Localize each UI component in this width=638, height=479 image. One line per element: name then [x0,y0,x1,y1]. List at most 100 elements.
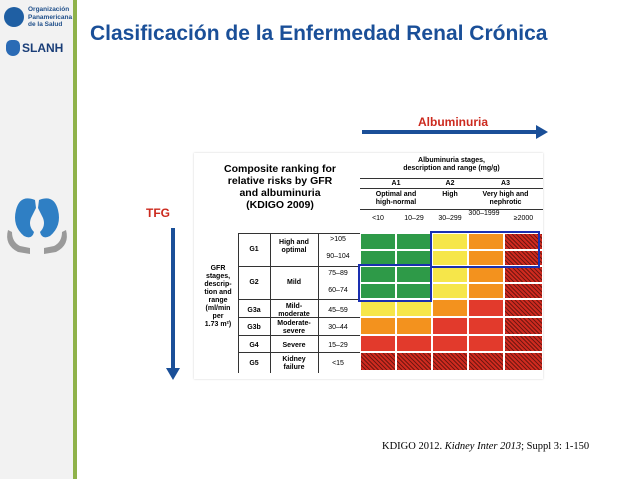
risk-cell-orange [468,266,504,283]
gfr-header-line: tion and [204,289,232,296]
range-a1-low: <10 [372,215,384,222]
kdigo-risk-table: Composite ranking for relative risks by … [194,153,543,379]
risk-cell-red [432,335,468,352]
tfg-arrow-icon [166,228,180,380]
range-a3-high: ≥2000 [513,215,534,222]
globe-icon [4,7,24,27]
citation-journal: Kidney Inter 2013 [444,441,522,452]
risk-cell-orange [360,317,396,335]
risk-cell-orange [468,283,504,299]
stage-desc-line: nephrotic [489,199,522,206]
range-a3-low: 300–1999 [468,210,500,217]
gfr-header-line: (ml/min [205,305,231,312]
gfr-range: <15 [332,360,344,367]
gfr-range: 90–104 [326,253,350,260]
paho-logo: Organización Panamericana de la Salud [4,4,73,34]
risk-cell-green [360,233,396,250]
gfr-desc-g1: High and optimal [279,239,309,254]
risk-cell-yellow [432,283,468,299]
gfr-range: 30–44 [328,324,348,331]
gfr-code-g4: G4 [249,342,259,349]
albuminuria-header-line: description and range (mg/g) [403,165,500,172]
risk-cell-orange [468,233,504,250]
risk-cell-red [468,317,504,335]
risk-cell-red [468,335,504,352]
gfr-desc-g3b: Moderate-severe [277,320,311,335]
stage-desc-line: Optimal and [375,191,417,198]
sidebar-divider [73,0,77,479]
albuminuria-header: Albuminuria stages, description and rang… [360,157,543,173]
risk-cell-hatch [504,283,543,299]
table-title: Composite ranking for relative risks by … [200,163,360,211]
slanh-name: SLANH [22,41,64,55]
range-a1-high: 10–29 [404,215,424,222]
slanh-logo: SLANH [6,38,70,60]
gfr-code-g3b: G3b [247,324,261,331]
risk-cell-yellow [432,266,468,283]
gfr-range: 60–74 [328,287,348,294]
table-title-line: (KDIGO 2009) [246,199,314,211]
risk-cell-red [396,335,432,352]
stage-desc-a1: Optimal and high-normal [360,191,432,207]
slide-title: Clasificación de la Enfermedad Renal Cró… [90,22,548,45]
stage-code-a3: A3 [501,180,510,187]
gfr-code-g3a: G3a [247,307,261,314]
citation-suffix: ; Suppl 3: 1-150 [521,441,590,452]
risk-cell-green [360,266,396,283]
stage-desc-line: Very high and [482,191,529,198]
gfr-range: 75–89 [328,270,348,277]
gfr-range: >105 [330,236,346,243]
kidney-hands-icon [7,198,67,254]
gfr-header-line: range [208,297,228,304]
risk-cell-yellow [396,299,432,317]
risk-cell-hatch [504,352,543,371]
gfr-desc-g2: Mild [287,279,301,286]
risk-cell-hatch [504,250,543,266]
risk-cell-orange [468,250,504,266]
risk-cell-hatch [396,352,432,371]
gfr-header-line: stages, [205,273,231,280]
stage-desc-a2: High [442,191,458,198]
gfr-desc-g5: Kidney failure [282,356,306,371]
gfr-header-line: per [212,313,224,320]
highlight-box-g1-moderate [430,231,540,268]
risk-cell-orange [432,299,468,317]
risk-cell-red [432,317,468,335]
risk-cell-yellow [360,299,396,317]
risk-cell-yellow [432,250,468,266]
tfg-label: TFG [146,206,170,220]
albuminuria-header-line: Albuminuria stages, [418,157,485,164]
stage-code-a1: A1 [391,180,401,187]
gfr-range: 45–59 [328,307,348,314]
gfr-desc-g3a: Mild-moderate [278,303,310,318]
slanh-mark-icon [6,40,20,56]
stage-desc-a3: Very high and nephrotic [468,191,543,207]
gfr-code-g2: G2 [249,279,259,286]
stage-code-a2: A2 [445,180,455,187]
risk-cell-hatch [504,317,543,335]
stage-desc-line: high-normal [375,199,417,206]
highlight-box-g2-low [358,264,432,302]
paho-name-line-1: Organización [28,6,70,13]
paho-name-line-2: Panamericana [28,13,73,21]
gfr-desc-g4: Severe [282,342,306,349]
albuminuria-arrow-icon [362,125,548,139]
gfr-header-line: descrip- [204,281,232,288]
gfr-header: GFR stages, descrip- tion and range (ml/… [198,265,238,329]
risk-cell-orange [396,317,432,335]
gfr-header-line: 1.73 m²) [204,321,232,328]
table-title-line: and albuminuria [239,187,321,199]
gfr-code-g1: G1 [249,246,259,253]
risk-cell-hatch [504,299,543,317]
risk-cell-hatch [432,352,468,371]
risk-cell-green [360,283,396,299]
gfr-range: 15–29 [328,342,348,349]
risk-cell-red [360,335,396,352]
range-a2: 30–299 [438,215,462,222]
table-title-line: relative risks by GFR [227,175,333,187]
paho-name-line-3: de la Salud [28,21,63,28]
table-title-line: Composite ranking for [223,163,336,175]
risk-cell-hatch [468,352,504,371]
risk-cell-hatch [504,266,543,283]
risk-cell-hatch [504,233,543,250]
